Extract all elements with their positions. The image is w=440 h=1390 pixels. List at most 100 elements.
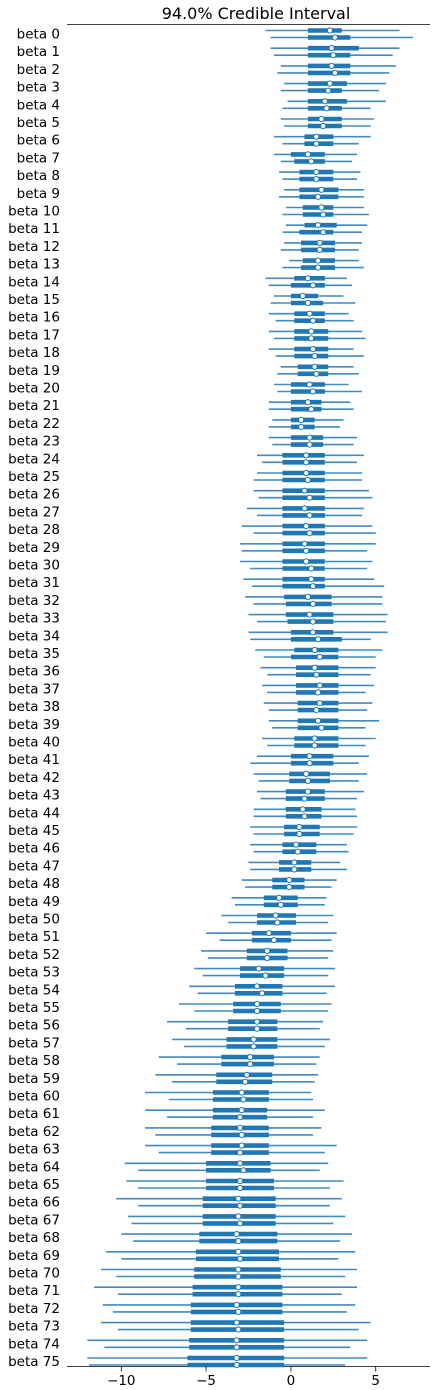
median-marker	[313, 133, 320, 140]
row-label: beta 68	[8, 1230, 60, 1246]
median-marker	[291, 859, 298, 866]
median-marker	[258, 990, 266, 997]
row-label: beta 32	[8, 593, 60, 609]
median-marker	[314, 636, 322, 643]
median-marker	[301, 813, 308, 820]
forest-row: beta 20	[8, 381, 363, 397]
forest-row: beta 1	[17, 44, 400, 60]
forest-row: beta 50	[8, 912, 334, 928]
median-marker	[299, 292, 306, 300]
forest-row: beta 15	[8, 292, 356, 308]
median-marker	[233, 1301, 240, 1309]
forest-row: beta 21	[8, 398, 354, 414]
median-marker	[331, 69, 339, 77]
median-marker	[311, 664, 318, 671]
forest-row: beta 40	[8, 735, 376, 751]
median-marker	[308, 576, 315, 583]
median-marker	[236, 1184, 244, 1192]
median-marker	[304, 275, 311, 282]
median-marker	[253, 983, 261, 990]
forest-row: beta 6	[17, 133, 371, 149]
median-marker	[242, 1078, 249, 1085]
median-marker	[306, 494, 313, 501]
row-label: beta 46	[8, 841, 60, 857]
row-label: beta 9	[17, 186, 60, 202]
median-marker	[296, 830, 303, 838]
forest-row: beta 46	[8, 841, 349, 857]
median-marker	[304, 299, 311, 307]
forest-row: beta 19	[8, 363, 359, 379]
row-label: beta 13	[8, 257, 60, 273]
row-label: beta 44	[8, 805, 60, 821]
median-marker	[308, 406, 315, 413]
median-marker	[236, 1124, 244, 1132]
median-marker	[328, 62, 335, 70]
median-marker	[314, 689, 322, 696]
x-tick-label: −10	[107, 1373, 136, 1389]
row-label: beta 61	[8, 1106, 60, 1122]
row-label: beta 51	[8, 929, 60, 945]
forest-row: beta 60	[8, 1089, 313, 1105]
median-marker	[235, 1213, 242, 1220]
median-marker	[294, 848, 301, 855]
row-label: beta 50	[8, 912, 60, 928]
forest-row: beta 23	[8, 434, 358, 450]
row-label: beta 74	[8, 1336, 60, 1352]
row-label: beta 17	[8, 327, 60, 343]
median-marker	[311, 353, 318, 360]
forest-row: beta 14	[8, 274, 352, 290]
x-tick-label: −5	[196, 1373, 216, 1389]
row-label: beta 65	[8, 1177, 60, 1193]
row-label: beta 52	[8, 947, 60, 963]
row-label: beta 67	[8, 1212, 60, 1228]
forest-row: beta 66	[8, 1195, 342, 1211]
median-marker	[238, 1142, 245, 1149]
forest-row: beta 52	[8, 947, 334, 963]
forest-row: beta 47	[8, 858, 347, 874]
median-marker	[247, 1061, 254, 1068]
median-marker	[330, 52, 337, 59]
median-marker	[233, 1337, 240, 1344]
median-marker	[313, 370, 320, 377]
median-marker	[314, 257, 322, 264]
forest-row: beta 31	[8, 575, 385, 591]
forest-row: beta 70	[8, 1266, 358, 1282]
median-marker	[240, 1167, 247, 1174]
median-marker	[303, 452, 310, 459]
row-label: beta 5	[17, 115, 60, 131]
forest-row: beta 0	[17, 27, 414, 43]
median-marker	[262, 972, 269, 979]
forest-row: beta 2	[17, 62, 397, 78]
x-tick-label: 5	[371, 1373, 380, 1389]
median-marker	[264, 954, 271, 962]
median-marker	[233, 1354, 240, 1362]
forest-row: beta 11	[8, 221, 368, 237]
forest-row: beta 28	[8, 522, 376, 538]
median-marker	[291, 866, 298, 873]
row-label: beta 48	[8, 876, 60, 892]
forest-row: beta 57	[8, 1035, 330, 1051]
row-label: beta 35	[8, 646, 60, 662]
median-marker	[303, 469, 310, 477]
x-tick-label: 0	[287, 1373, 296, 1389]
median-marker	[236, 1149, 244, 1156]
median-marker	[318, 724, 325, 731]
row-label: beta 33	[8, 611, 60, 627]
median-marker	[304, 151, 311, 158]
row-label: beta 73	[8, 1319, 60, 1335]
median-marker	[306, 611, 313, 618]
row-label: beta 55	[8, 1000, 60, 1016]
row-label: beta 15	[8, 292, 60, 308]
row-label: beta 3	[17, 80, 60, 96]
forest-row: beta 73	[8, 1319, 371, 1335]
median-marker	[309, 388, 317, 395]
row-label: beta 45	[8, 823, 60, 839]
forest-row: beta 39	[8, 717, 380, 733]
row-label: beta 75	[8, 1354, 60, 1370]
forest-row: beta 26	[8, 487, 373, 503]
row-label: beta 26	[8, 487, 60, 503]
row-label: beta 4	[17, 97, 60, 113]
forest-row: beta 32	[8, 593, 383, 609]
forest-row: beta 22	[8, 416, 344, 432]
